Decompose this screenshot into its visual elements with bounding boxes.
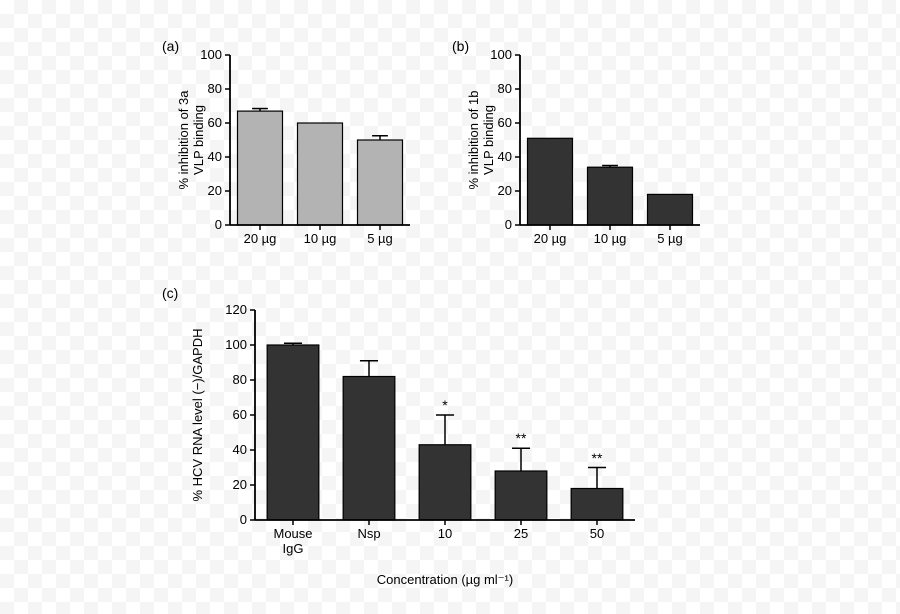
y-tick-label: 120 [225, 302, 247, 317]
x-category-label: 25 [483, 527, 559, 542]
y-tick-label: 40 [498, 149, 512, 164]
y-tick-label: 40 [208, 149, 222, 164]
x-category-label: Nsp [331, 527, 407, 542]
y-tick-label: 60 [498, 115, 512, 130]
panel-a-ylabel-line1: % inhibition of 3a [176, 91, 191, 190]
x-category-label: 10 [407, 527, 483, 542]
significance-star: ** [585, 450, 609, 466]
transparency-checkerboard [0, 0, 900, 614]
panel-c-ylabel: % HCV RNA level (−)/GAPDH [190, 285, 224, 545]
y-tick-label: 60 [208, 115, 222, 130]
x-category-label: 5 µg [640, 232, 700, 247]
x-category-label: 10 µg [290, 232, 350, 247]
y-tick-label: 20 [233, 477, 247, 492]
panel-c-letter: (c) [162, 285, 178, 301]
panel-a-chart [230, 55, 410, 225]
x-category-label: 20 µg [520, 232, 580, 247]
y-tick-label: 40 [233, 442, 247, 457]
y-tick-label: 20 [498, 183, 512, 198]
panel-c-xlabel: Concentration (µg ml⁻¹) [295, 572, 595, 588]
y-tick-label: 0 [505, 217, 512, 232]
panel-b-ylabel-line1: % inhibition of 1b [466, 91, 481, 190]
x-category-label: 50 [559, 527, 635, 542]
y-tick-label: 60 [233, 407, 247, 422]
x-category-label: MouseIgG [255, 527, 331, 557]
y-tick-label: 80 [233, 372, 247, 387]
y-tick-label: 20 [208, 183, 222, 198]
panel-c-chart [255, 310, 635, 520]
x-category-label: 20 µg [230, 232, 290, 247]
y-tick-label: 80 [208, 81, 222, 96]
y-tick-label: 0 [215, 217, 222, 232]
significance-star: ** [509, 430, 533, 446]
panel-a-ylabel-line2: VLP binding [191, 105, 206, 175]
panel-b-ylabel-line2: VLP binding [481, 105, 496, 175]
y-tick-label: 80 [498, 81, 512, 96]
y-tick-label: 100 [490, 47, 512, 62]
y-tick-label: 100 [200, 47, 222, 62]
significance-star: * [433, 397, 457, 413]
y-tick-label: 0 [240, 512, 247, 527]
figure-root: (a) % inhibition of 3a VLP binding (b) %… [0, 0, 900, 614]
y-tick-label: 100 [225, 337, 247, 352]
panel-b-chart [520, 55, 700, 225]
x-category-label: 10 µg [580, 232, 640, 247]
x-category-label: 5 µg [350, 232, 410, 247]
